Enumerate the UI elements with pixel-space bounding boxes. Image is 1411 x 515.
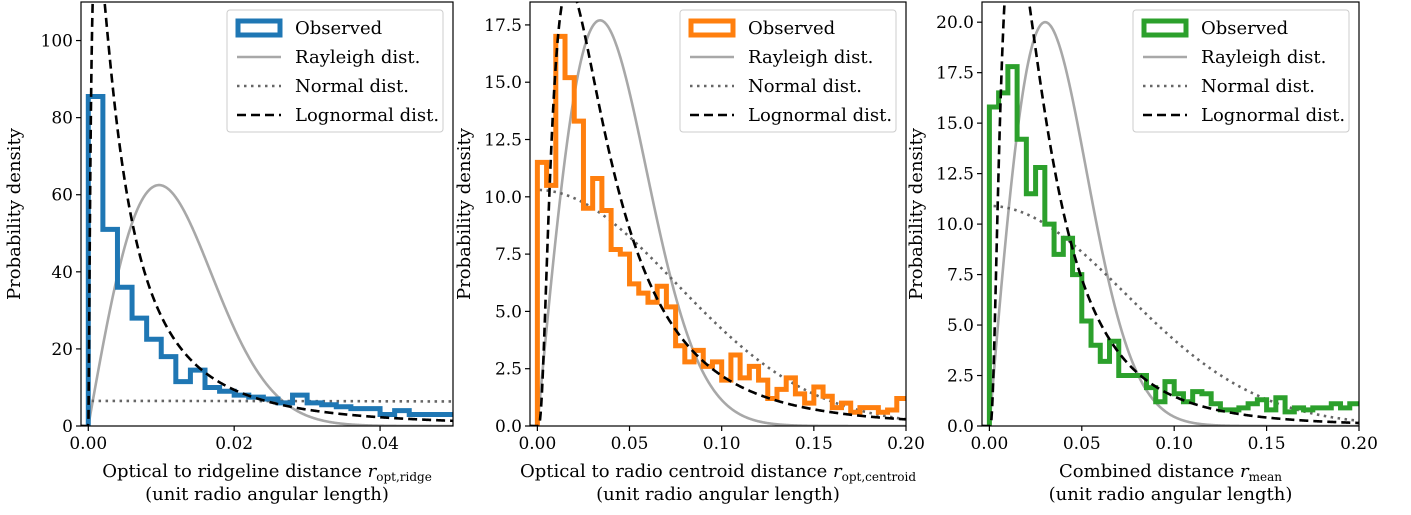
observed-histogram — [534, 33, 906, 426]
legend-label-normal: Normal dist. — [295, 76, 409, 97]
legend-box — [226, 9, 444, 133]
x-axis-label-line2: (unit radio angular length) — [145, 484, 389, 505]
legend-label-normal: Normal dist. — [748, 76, 862, 97]
normal-curve — [530, 188, 906, 426]
y-tick-label: 0 — [62, 417, 73, 437]
chart-panel-2: 0.00 0.05 0.10 0.15 0.20 0.0 2.5 5.0 7.5 10.0 12.5… — [454, 1, 925, 505]
legend-handle-observed — [235, 18, 283, 38]
x-axis-label-subscript: opt,ridge — [376, 470, 432, 484]
x-axis-label-line2: (unit radio angular length) — [596, 484, 840, 505]
chart-panel-3: 0.00 0.05 0.10 0.15 0.20 0.0 2.5 5.0 7.5 10.0 12.5… — [906, 1, 1378, 505]
lognormal-curve — [81, 2, 453, 426]
legend: Observed Rayleigh dist. Normal dist. Lognor… — [679, 9, 897, 133]
y-axis-label: Probability density — [906, 127, 927, 300]
legend-label-rayleigh: Rayleigh dist. — [295, 47, 420, 68]
x-tick-label: 0.05 — [1063, 434, 1101, 454]
y-tick-label: 0.0 — [947, 417, 974, 437]
plot-area — [982, 2, 1359, 426]
x-axis-label-text: Optical to radio centroid distance — [520, 461, 833, 482]
y-tick-label: 2.5 — [495, 360, 522, 380]
y-tick-label: 2.5 — [947, 367, 974, 387]
legend-handle-observed — [1141, 18, 1189, 38]
y-tick-label: 60 — [51, 186, 73, 206]
observed-histogram — [986, 64, 1359, 426]
x-axis-label: Combined distance rmean — [1059, 461, 1282, 484]
x-axis-label-symbol: r — [833, 461, 843, 482]
normal-curve — [982, 204, 1359, 426]
lognormal-curve — [530, 2, 906, 426]
y-tick-label: 80 — [51, 109, 73, 129]
y-tick-label: 17.5 — [484, 16, 522, 36]
legend-label-rayleigh: Rayleigh dist. — [1201, 47, 1326, 68]
axes-frame — [981, 1, 1360, 427]
x-tick-label: 0.02 — [215, 434, 253, 454]
x-tick-label: 0.10 — [1155, 434, 1193, 454]
axes-frame — [80, 1, 454, 427]
x-axis-label: Optical to ridgeline distance ropt,ridge — [102, 461, 432, 484]
x-tick-label: 0.00 — [518, 434, 556, 454]
legend-label-normal: Normal dist. — [1201, 76, 1315, 97]
legend-label-lognormal: Lognormal dist. — [748, 105, 892, 126]
y-tick-label: 7.5 — [495, 245, 522, 265]
legend-label-rayleigh: Rayleigh dist. — [748, 47, 873, 68]
x-axis-label-symbol: r — [368, 461, 378, 482]
legend-label-observed: Observed — [295, 18, 382, 39]
x-axis-label-line2: (unit radio angular length) — [1049, 484, 1293, 505]
y-tick-label: 15.0 — [484, 73, 522, 93]
chart-panel-1: 0.00 0.02 0.04 0 20 40 60 80 100 Probability dens… — [4, 1, 454, 505]
y-tick-label: 100 — [41, 32, 73, 52]
x-tick-label: 0.15 — [1248, 434, 1286, 454]
x-tick-label: 0.00 — [69, 434, 107, 454]
x-tick-label: 0.10 — [703, 434, 741, 454]
legend-label-lognormal: Lognormal dist. — [1201, 105, 1345, 126]
axes-frame — [529, 1, 907, 427]
legend-handle-observed — [688, 18, 736, 38]
y-tick-label: 10.0 — [484, 188, 522, 208]
x-axis-label-subscript: opt,centroid — [842, 470, 917, 484]
y-tick-label: 5.0 — [495, 302, 522, 322]
x-axis-label-symbol: r — [1240, 461, 1250, 482]
legend-label-observed: Observed — [1201, 18, 1288, 39]
lognormal-curve — [982, 2, 1359, 426]
x-axis-label-text: Optical to ridgeline distance — [102, 461, 367, 482]
x-tick-label: 0.20 — [887, 434, 925, 454]
rayleigh-curve — [982, 20, 1359, 426]
y-axis-label: Probability density — [4, 127, 25, 300]
legend-box — [679, 9, 897, 133]
x-axis-label-subscript: mean — [1249, 470, 1283, 484]
y-tick-label: 20 — [51, 340, 73, 360]
y-tick-label: 20.0 — [936, 13, 974, 33]
x-tick-label: 0.04 — [361, 434, 399, 454]
y-tick-label: 12.5 — [484, 131, 522, 151]
y-tick-label: 15.0 — [936, 114, 974, 134]
observed-histogram — [85, 93, 453, 426]
y-tick-label: 0.0 — [495, 417, 522, 437]
legend-label-lognormal: Lognormal dist. — [295, 105, 439, 126]
legend: Observed Rayleigh dist. Normal dist. Lognor… — [1132, 9, 1350, 133]
x-tick-label: 0.00 — [970, 434, 1008, 454]
legend-box — [1132, 9, 1350, 133]
y-tick-label: 40 — [51, 263, 73, 283]
y-tick-label: 7.5 — [947, 266, 974, 286]
x-tick-label: 0.05 — [611, 434, 649, 454]
y-tick-label: 10.0 — [936, 215, 974, 235]
x-tick-label: 0.15 — [795, 434, 833, 454]
x-axis-label: Optical to radio centroid distance ropt,… — [520, 461, 916, 484]
y-tick-label: 17.5 — [936, 64, 974, 84]
legend: Observed Rayleigh dist. Normal dist. Lognor… — [226, 9, 444, 133]
y-tick-label: 12.5 — [936, 165, 974, 185]
normal-curve — [81, 399, 453, 426]
x-axis-label-text: Combined distance — [1059, 461, 1240, 482]
legend-label-observed: Observed — [748, 18, 835, 39]
y-tick-label: 5.0 — [947, 316, 974, 336]
rayleigh-curve — [81, 183, 453, 426]
y-axis-label: Probability density — [454, 127, 475, 300]
x-tick-label: 0.20 — [1340, 434, 1378, 454]
